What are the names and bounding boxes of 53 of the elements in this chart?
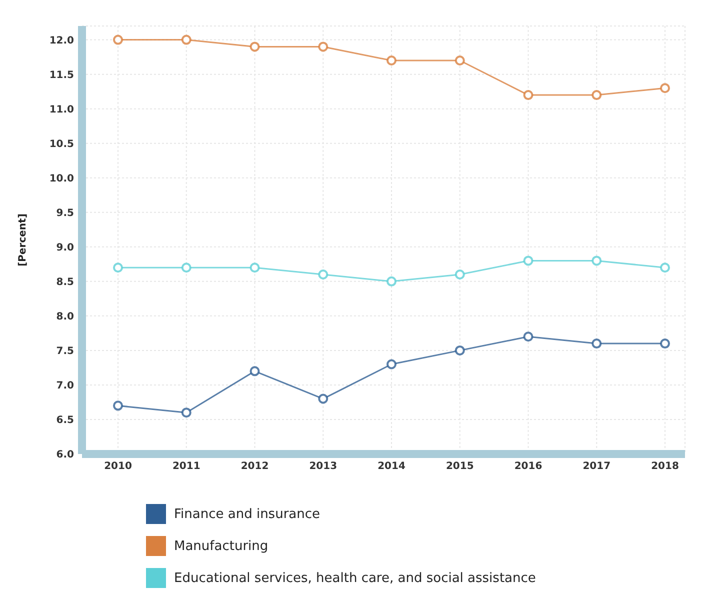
point (386, 276, 396, 286)
point (113, 262, 123, 273)
y-axis-title: [Percent] (18, 214, 29, 266)
y-tick-label: 10.0 (49, 173, 74, 184)
y-tick-label: 8.0 (56, 311, 74, 322)
point (592, 90, 602, 100)
y-tick-label: 10.5 (49, 138, 74, 150)
point (592, 256, 602, 266)
legend-label: Manufacturing (174, 538, 268, 554)
point (523, 256, 534, 266)
point (660, 83, 670, 94)
y-tick-label: 11.5 (49, 70, 74, 81)
point (318, 270, 328, 280)
point (523, 332, 534, 342)
x-tick-label: 2014 (378, 461, 406, 472)
point (113, 34, 123, 45)
point (454, 345, 465, 356)
y-tick-label: 11.0 (49, 104, 74, 116)
point (181, 34, 192, 45)
x-tick-label: 2012 (240, 461, 269, 472)
x-tick-label: 2010 (104, 461, 132, 472)
point (250, 262, 260, 273)
x-tick-label: 2015 (446, 461, 474, 472)
y-tick-label: 7.5 (56, 346, 74, 357)
point (660, 262, 670, 273)
point (250, 42, 260, 52)
point (113, 400, 123, 411)
x-tick-label: 2017 (582, 461, 611, 472)
y-tick-label: 12.0 (49, 35, 74, 46)
y-tick-label: 8.5 (56, 276, 74, 288)
point (660, 338, 670, 349)
y-tick-label: 6.5 (56, 415, 74, 426)
point (386, 359, 396, 370)
point (181, 408, 192, 418)
point (181, 262, 192, 273)
point (592, 338, 602, 349)
y-tick-label: 9.0 (56, 242, 74, 254)
point (318, 394, 328, 404)
point (454, 56, 465, 66)
y-tick-label: 6.0 (56, 450, 74, 461)
point (318, 42, 328, 52)
y-tick-label: 7.0 (56, 380, 74, 392)
x-tick-label: 2018 (651, 461, 679, 472)
x-tick-label: 2016 (514, 461, 542, 472)
point (386, 56, 396, 66)
legend-label: Educational services, health care, and social assistance (174, 570, 536, 586)
y-tick-label: 9.5 (56, 208, 74, 219)
legend-label: Finance and insurance (174, 506, 320, 522)
point (454, 270, 465, 280)
point (523, 90, 534, 100)
x-tick-label: 2011 (172, 461, 200, 472)
point (250, 366, 260, 376)
x-tick-label: 2013 (309, 461, 338, 472)
